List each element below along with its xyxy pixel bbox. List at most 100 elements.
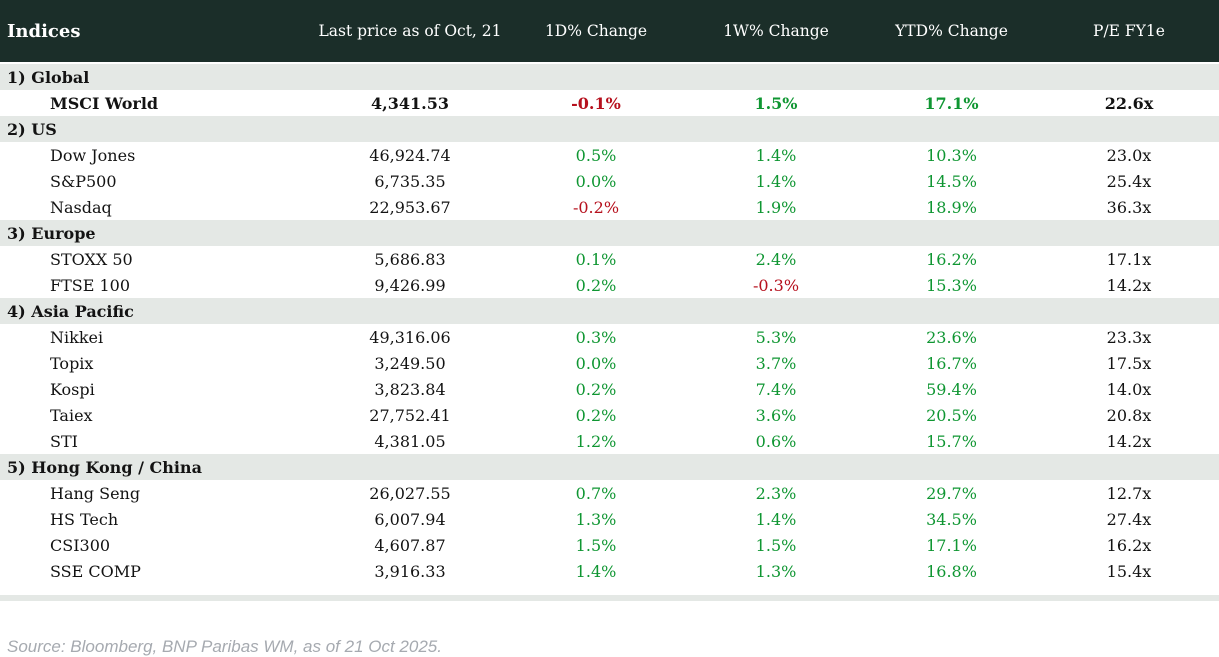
index-row: SSE COMP 3,916.33 1.4% 1.3% 16.8% 15.4x	[0, 558, 1219, 584]
1w-change-cell: 3.6%	[755, 405, 797, 425]
index-name-cell: Hang Seng	[50, 483, 141, 503]
pe-cell: 16.2x	[1106, 535, 1152, 555]
last-price-cell: 6,007.94	[374, 509, 446, 529]
1d-change-cell: 0.2%	[575, 405, 617, 425]
ytd-change-cell: 59.4%	[926, 379, 977, 399]
index-row: Nasdaq 22,953.67 -0.2% 1.9% 18.9% 36.3x	[0, 194, 1219, 220]
index-row: MSCI World 4,341.53 -0.1% 1.5% 17.1% 22.6x	[0, 90, 1219, 116]
1w-change-cell: 1.4%	[755, 509, 797, 529]
pe-cell: 14.2x	[1106, 431, 1152, 451]
ytd-change-cell: 29.7%	[926, 483, 977, 503]
index-row: S&P500 6,735.35 0.0% 1.4% 14.5% 25.4x	[0, 168, 1219, 194]
index-name-cell: S&P500	[50, 171, 117, 191]
table-header-row: Indices Last price as of Oct, 21 1D% Cha…	[0, 0, 1219, 62]
last-price-cell: 4,607.87	[374, 535, 446, 555]
1d-change-cell: 0.7%	[575, 483, 617, 503]
ytd-change-cell: 16.7%	[926, 353, 977, 373]
last-price-cell: 3,823.84	[374, 379, 446, 399]
last-price-cell: 49,316.06	[369, 327, 451, 347]
pe-cell: 17.5x	[1106, 353, 1152, 373]
1d-change-cell: -0.1%	[571, 93, 621, 113]
1w-change-cell: 1.3%	[755, 561, 797, 581]
index-name-cell: Nikkei	[50, 327, 104, 347]
ytd-change-cell: 17.1%	[924, 93, 979, 113]
index-row: STOXX 50 5,686.83 0.1% 2.4% 16.2% 17.1x	[0, 246, 1219, 272]
index-name-cell: SSE COMP	[50, 561, 141, 581]
section-header-row: 3) Europe	[0, 220, 1219, 246]
ytd-change-cell: 16.2%	[926, 249, 977, 269]
1w-change-cell: 1.5%	[754, 93, 798, 113]
1d-change-cell: 1.2%	[575, 431, 617, 451]
1d-change-cell: 0.1%	[575, 249, 617, 269]
1d-change-cell: 0.0%	[575, 171, 617, 191]
1d-change-cell: -0.2%	[572, 197, 620, 217]
last-price-cell: 22,953.67	[369, 197, 451, 217]
pe-cell: 22.6x	[1104, 93, 1154, 113]
last-price-cell: 46,924.74	[369, 145, 451, 165]
section-header-row: 2) US	[0, 116, 1219, 142]
1w-change-cell: 1.5%	[755, 535, 797, 555]
ytd-change-cell: 14.5%	[926, 171, 977, 191]
1w-change-cell: 1.9%	[755, 197, 797, 217]
ytd-change-cell: 18.9%	[926, 197, 977, 217]
1w-change-cell: 2.3%	[755, 483, 797, 503]
last-price-cell: 6,735.35	[374, 171, 446, 191]
pe-cell: 23.0x	[1106, 145, 1152, 165]
1w-change-cell: 5.3%	[755, 327, 797, 347]
column-header-1d-change: 1D% Change	[544, 22, 648, 40]
1d-change-cell: 0.0%	[575, 353, 617, 373]
index-name-cell: HS Tech	[50, 509, 119, 529]
table-footer-strip	[0, 595, 1219, 601]
1d-change-cell: 1.5%	[575, 535, 617, 555]
index-name-cell: Taiex	[50, 405, 93, 425]
1w-change-cell: 3.7%	[755, 353, 797, 373]
pe-cell: 27.4x	[1106, 509, 1152, 529]
last-price-cell: 5,686.83	[374, 249, 446, 269]
table-body: 1) Global MSCI World 4,341.53 -0.1% 1.5% 17.1…	[0, 64, 1219, 584]
column-header-pe-fy1e: P/E FY1e	[1093, 22, 1165, 40]
1d-change-cell: 0.3%	[575, 327, 617, 347]
pe-cell: 25.4x	[1106, 171, 1152, 191]
header-divider	[0, 62, 1219, 64]
1d-change-cell: 0.2%	[575, 275, 617, 295]
index-row: Kospi 3,823.84 0.2% 7.4% 59.4% 14.0x	[0, 376, 1219, 402]
last-price-cell: 27,752.41	[369, 405, 451, 425]
ytd-change-cell: 15.3%	[926, 275, 977, 295]
1d-change-cell: 0.2%	[575, 379, 617, 399]
index-row: HS Tech 6,007.94 1.3% 1.4% 34.5% 27.4x	[0, 506, 1219, 532]
1w-change-cell: -0.3%	[752, 275, 800, 295]
1d-change-cell: 1.3%	[575, 509, 617, 529]
ytd-change-cell: 20.5%	[926, 405, 977, 425]
pe-cell: 14.2x	[1106, 275, 1152, 295]
section-header-row: 1) Global	[0, 64, 1219, 90]
1w-change-cell: 2.4%	[755, 249, 797, 269]
ytd-change-cell: 15.7%	[926, 431, 977, 451]
1w-change-cell: 1.4%	[755, 171, 797, 191]
last-price-cell: 26,027.55	[369, 483, 451, 503]
last-price-cell: 3,916.33	[374, 561, 446, 581]
pe-cell: 20.8x	[1106, 405, 1152, 425]
section-header-row: 5) Hong Kong / China	[0, 454, 1219, 480]
index-row: Dow Jones 46,924.74 0.5% 1.4% 10.3% 23.0x	[0, 142, 1219, 168]
index-row: Nikkei 49,316.06 0.3% 5.3% 23.6% 23.3x	[0, 324, 1219, 350]
index-row: Taiex 27,752.41 0.2% 3.6% 20.5% 20.8x	[0, 402, 1219, 428]
index-name-cell: Kospi	[50, 379, 95, 399]
index-name-cell: Dow Jones	[50, 145, 136, 165]
index-name-cell: CSI300	[50, 535, 111, 555]
index-row: Hang Seng 26,027.55 0.7% 2.3% 29.7% 12.7x	[0, 480, 1219, 506]
index-name-cell: Nasdaq	[50, 197, 112, 217]
last-price-cell: 3,249.50	[374, 353, 446, 373]
column-header-indices: Indices	[7, 20, 81, 42]
ytd-change-cell: 34.5%	[926, 509, 977, 529]
column-header-ytd-change: YTD% Change	[895, 22, 1008, 40]
ytd-change-cell: 23.6%	[926, 327, 977, 347]
last-price-cell: 4,341.53	[371, 93, 449, 113]
ytd-change-cell: 10.3%	[926, 145, 977, 165]
last-price-cell: 9,426.99	[374, 275, 446, 295]
index-row: STI 4,381.05 1.2% 0.6% 15.7% 14.2x	[0, 428, 1219, 454]
index-name-cell: MSCI World	[50, 93, 159, 113]
1w-change-cell: 0.6%	[755, 431, 797, 451]
index-row: Topix 3,249.50 0.0% 3.7% 16.7% 17.5x	[0, 350, 1219, 376]
1d-change-cell: 0.5%	[575, 145, 617, 165]
pe-cell: 36.3x	[1106, 197, 1152, 217]
